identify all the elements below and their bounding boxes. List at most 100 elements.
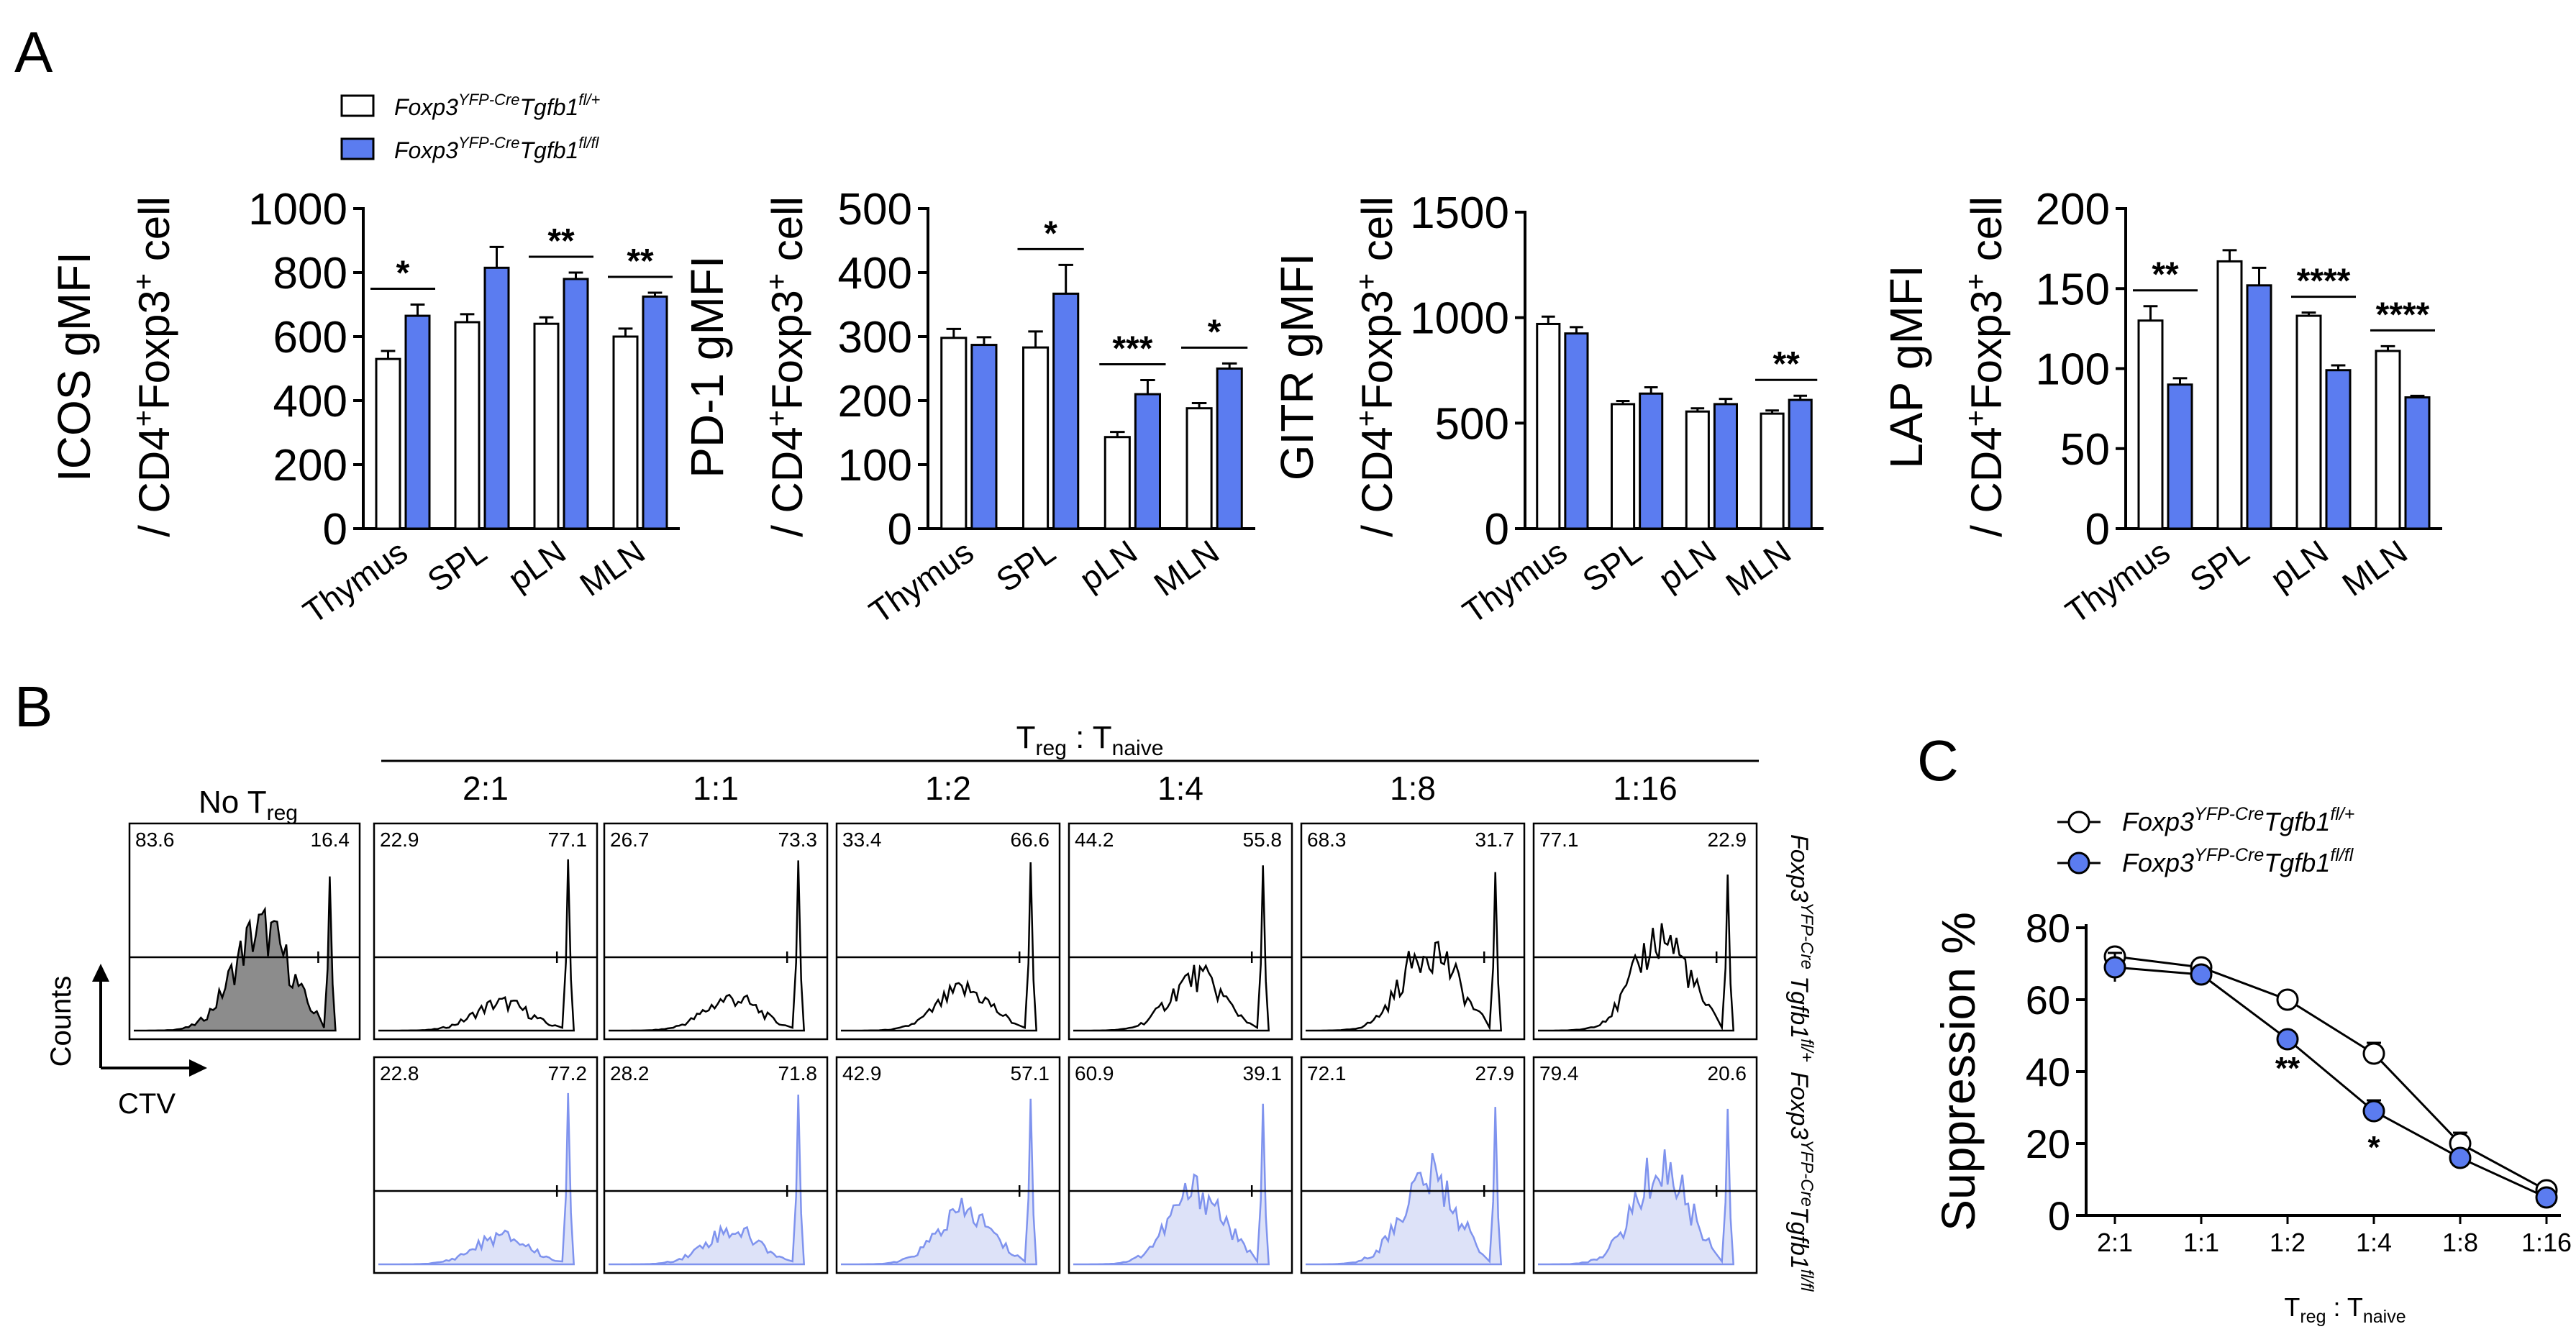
ratio-label: 1:2 [925,770,971,807]
point-ko [2362,1100,2385,1123]
undivided-percent: 16.4 [311,829,350,851]
ctrl-histogram-5: 77.1 22.9 [1532,822,1758,1041]
histogram-trace [1073,1103,1270,1266]
y-tick-label: 0 [1485,505,1509,554]
y-axis-label-cells: / CD4+Foxp3+ cell [1351,196,1401,537]
significance-label: * [396,255,410,293]
bar-ko [404,314,431,530]
row-label-ko-gene: Tgfb1 [1785,1207,1813,1269]
y-tick-label: 1500 [1410,188,1509,238]
bar-ko [1134,393,1161,530]
x-tick-label: 1:16 [2521,1228,2572,1257]
undivided-percent: 39.1 [1243,1062,1283,1085]
y-axis-label-cells: / CD4+Foxp3+ cell [128,196,178,537]
treg-tnaive-header: Treg : Tnaive [1016,720,1164,760]
y-axis-label-part: + [1351,273,1383,290]
legend-ko-label: Foxp3YFP-CreTgfb1fl/fl [394,134,600,163]
y-axis-label-part: Foxp3 [1962,290,2011,410]
x-tick-label: SPL [421,533,493,599]
y-axis-label-cells: / CD4+Foxp3+ cell [1960,196,2011,537]
bar-ctrl [2375,350,2401,530]
y-tick-label: 60 [2026,977,2070,1023]
divided-percent: 77.1 [1539,829,1579,851]
histogram-frame [1068,822,1293,1041]
y-axis-label-part: / CD4 [763,426,811,537]
y-tick-label: 0 [323,505,347,554]
bar-ctrl [612,335,639,530]
ctv-label: CTV [118,1088,176,1120]
y-tick-label: 400 [273,377,347,426]
histogram-trace [378,1092,575,1266]
y-axis-label-marker: GITR gMFI [1271,253,1323,480]
histogram-trace [1306,872,1503,1032]
divided-percent: 22.9 [380,829,419,851]
x-tick-label: 1:4 [2356,1228,2392,1257]
y-axis-label-marker: PD-1 gMFI [681,255,733,478]
notreg-histogram-0: 83.6 16.4 [128,822,361,1041]
undivided-percent: 77.2 [548,1062,588,1085]
panel-label-c: C [1917,729,1959,793]
divided-percent: 26.7 [610,829,650,851]
y-tick-label: 80 [2026,905,2070,951]
ctrl-histogram-1: 26.7 73.3 [603,822,829,1041]
ctrl-histogram-4: 68.3 31.7 [1300,822,1526,1041]
y-tick-label: 1000 [1410,294,1509,344]
counts-label: Counts [45,976,77,1067]
bar-ctrl [1611,403,1636,530]
histogram-frame [1532,822,1758,1041]
y-axis-label-marker: ICOS gMFI [48,252,100,482]
bar-ko [2246,284,2272,530]
significance-label: **** [2297,263,2351,301]
legend-c-ctrl-label: Foxp3YFP-CreTgfb1fl/+ [2122,804,2354,836]
x-tick-label: Thymus [1456,533,1574,631]
ko-histogram-2: 42.9 57.1 [835,1056,1061,1274]
histogram-trace [841,862,1038,1032]
divided-percent: 42.9 [842,1062,882,1085]
y-tick-label: 40 [2026,1049,2070,1095]
point-ko [2103,956,2126,979]
y-tick-label: 0 [888,505,912,554]
legend-c-ko-label: Foxp3YFP-CreTgfb1fl/fl [2122,845,2354,877]
panel-label-a: A [14,20,53,84]
panel-c-xlabel: Treg : Tnaive [2284,1292,2406,1327]
significance-label: * [1208,313,1221,351]
significance-label: * [1044,214,1057,252]
point-ctrl [2362,1042,2385,1065]
divided-percent: 60.9 [1075,1062,1114,1085]
ctrl-histogram-3: 44.2 55.8 [1068,822,1293,1041]
legend-ko-swatch [340,137,375,160]
y-axis-label-part: + [128,273,160,290]
y-axis-label-part: + [1351,410,1383,426]
series-line-ctrl [2114,955,2547,1192]
x-tick-label: pLN [2264,533,2335,598]
histogram-trace [1073,865,1270,1032]
ratio-label: 1:8 [1390,770,1436,807]
divided-percent: 28.2 [610,1062,650,1085]
bar-ctrl [1185,407,1213,530]
legend-panel-c: Foxp3YFP-CreTgfb1fl/+ Foxp3YFP-CreTgfb1f… [2057,804,2354,877]
undivided-percent: 31.7 [1475,829,1515,851]
y-axis-label-part: + [761,410,793,426]
x-tick-label: Thymus [2059,533,2177,631]
no-treg-title: No Treg [199,785,298,825]
bar-ko [2167,383,2193,530]
x-tick-label: MLN [573,533,651,603]
x-tick-label: Thymus [296,533,414,631]
y-tick-label: 300 [838,313,912,362]
x-tick-label: 1:2 [2270,1228,2306,1257]
legend-ctrl-label: Foxp3YFP-CreTgfb1fl/+ [394,91,600,120]
y-tick-label: 50 [2060,425,2110,475]
series-line-ko [2114,966,2547,1199]
point-ko [2276,1028,2299,1051]
significance-label: ** [2275,1051,2300,1086]
histogram-frame [603,822,829,1041]
x-tick-label: 1:8 [2442,1228,2478,1257]
x-tick-label: MLN [1719,533,1797,603]
y-tick-label: 0 [2048,1193,2070,1238]
x-tick-label: pLN [501,533,573,598]
bar-ctrl [2216,260,2243,530]
y-axis-label-part: + [1960,410,1992,426]
